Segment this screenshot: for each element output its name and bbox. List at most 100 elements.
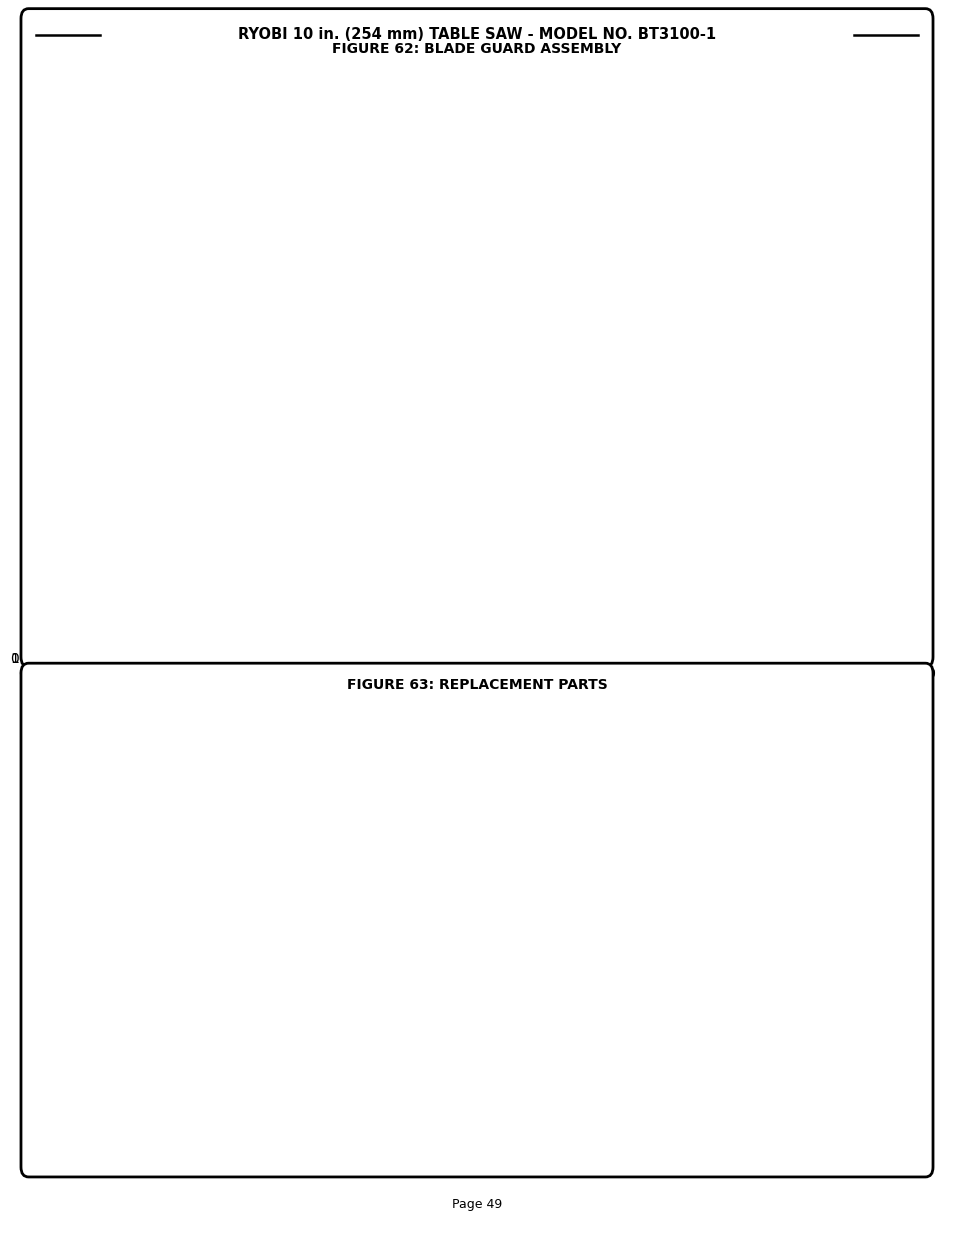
- Text: 1: 1: [881, 1107, 888, 1120]
- Text: Key: Key: [495, 551, 520, 563]
- Text: 1: 1: [881, 622, 888, 636]
- Text: 3: 3: [60, 587, 69, 599]
- Text: Spacer Cap .................................................: Spacer Cap .............................…: [100, 587, 372, 599]
- Text: 5: 5: [553, 144, 561, 158]
- Text: Arm ..........................................................: Arm ....................................…: [539, 550, 801, 562]
- Text: 1: 1: [424, 1107, 432, 1120]
- Text: 1: 1: [307, 489, 314, 503]
- Text: 4: 4: [60, 605, 69, 618]
- Text: 12: 12: [701, 147, 718, 161]
- Text: Screw and Washer .......................................: Screw and Washer .......................…: [100, 550, 376, 562]
- Text: 8: 8: [499, 568, 507, 580]
- Text: 5: 5: [217, 268, 225, 282]
- Text: 505: 505: [456, 793, 479, 805]
- Text: Dowel Pin...................................................: Dowel Pin...............................…: [539, 587, 804, 599]
- Text: No.: No.: [495, 583, 518, 597]
- Text: Description: Description: [127, 1013, 207, 1026]
- Text: 1/8 in. Hex Key .........................................: 1/8 in. Hex Key ........................…: [100, 1082, 362, 1094]
- Text: Key: Key: [55, 551, 81, 563]
- Text: 2: 2: [446, 314, 454, 326]
- Text: Description: Description: [566, 567, 646, 580]
- Text: Small Wrench ............................................: Small Wrench ...........................…: [539, 1082, 805, 1094]
- Text: 1: 1: [60, 550, 69, 562]
- Bar: [476, 80, 530, 106]
- Text: Warning Label .............................................: Warning Label ..........................…: [539, 622, 812, 636]
- Text: 3/32 in. Hex Key .......................................: 3/32 in. Hex Key .......................…: [100, 1056, 362, 1070]
- Text: Push Nut .....................................................: Push Nut ...............................…: [100, 622, 372, 636]
- Text: Hand Warning Label .....................................: Hand Warning Label .....................…: [539, 641, 818, 655]
- Text: FIGURE 63: REPLACEMENT PARTS: FIGURE 63: REPLACEMENT PARTS: [346, 678, 607, 693]
- Text: 3/16 in. Hex Key .......................................: 3/16 in. Hex Key .......................…: [100, 1131, 362, 1145]
- Text: 6: 6: [60, 641, 69, 655]
- Text: 1: 1: [881, 1082, 888, 1094]
- Circle shape: [220, 256, 231, 261]
- Text: 1: 1: [881, 568, 888, 580]
- Text: FIGURE 62: BLADE GUARD ASSEMBLY: FIGURE 62: BLADE GUARD ASSEMBLY: [332, 42, 621, 57]
- Text: 8: 8: [244, 157, 252, 169]
- Text: +: +: [580, 287, 588, 296]
- Text: 1: 1: [473, 356, 480, 369]
- Text: 9: 9: [612, 152, 619, 164]
- Text: Torsion Spring .............................................: Torsion Spring .........................…: [100, 605, 373, 618]
- Text: 2: 2: [239, 322, 248, 336]
- Text: 3: 3: [289, 304, 296, 317]
- Polygon shape: [364, 689, 409, 906]
- Text: 505: 505: [492, 1082, 516, 1094]
- Text: No.: No.: [55, 583, 79, 597]
- Text: 1: 1: [424, 1131, 432, 1145]
- Text: 5: 5: [396, 211, 404, 225]
- Text: No.: No.: [55, 1026, 79, 1039]
- Text: 2: 2: [424, 550, 432, 562]
- Text: 1: 1: [881, 641, 888, 655]
- Text: 11: 11: [504, 88, 520, 100]
- Text: 5/32 in. Hex Key .......................................: 5/32 in. Hex Key .......................…: [100, 1107, 362, 1120]
- Text: 2: 2: [60, 568, 69, 580]
- Text: 503: 503: [290, 840, 314, 852]
- Text: 504: 504: [339, 710, 363, 724]
- Text: Quan.: Quan.: [390, 1013, 432, 1026]
- Text: 502: 502: [282, 793, 306, 805]
- Text: Riving Knife Assembly ..................................: Riving Knife Assembly ..................…: [539, 605, 818, 618]
- Circle shape: [414, 888, 446, 899]
- Text: Key: Key: [495, 999, 520, 1013]
- Text: 4: 4: [424, 622, 432, 636]
- Text: 502: 502: [52, 1107, 76, 1120]
- Text: 500: 500: [218, 698, 242, 711]
- Text: RYOBI 10 in. (254 mm) TABLE SAW - MODEL NO. BT3100-1: RYOBI 10 in. (254 mm) TABLE SAW - MODEL …: [237, 27, 716, 42]
- Text: No.: No.: [495, 1026, 518, 1039]
- Text: 506: 506: [887, 693, 911, 706]
- Text: 10: 10: [285, 437, 301, 450]
- Circle shape: [364, 236, 375, 242]
- Text: 5: 5: [481, 214, 490, 226]
- Text: Key: Key: [55, 999, 81, 1013]
- Text: 1: 1: [881, 587, 888, 599]
- Text: 504: 504: [492, 1056, 516, 1070]
- Text: 1: 1: [424, 605, 432, 618]
- Circle shape: [414, 699, 446, 710]
- Text: Description: Description: [566, 1013, 646, 1026]
- Circle shape: [378, 890, 395, 897]
- Text: Page 49: Page 49: [452, 1198, 501, 1210]
- Text: 1: 1: [881, 550, 888, 562]
- Text: Cover ........................................................: Cover ..................................…: [539, 568, 803, 580]
- Text: 1: 1: [881, 1056, 888, 1070]
- Text: Quan.: Quan.: [390, 567, 432, 580]
- Text: Large Wrench ............................................: Large Wrench ...........................…: [539, 1056, 805, 1070]
- Circle shape: [367, 694, 407, 708]
- Text: 1: 1: [424, 1056, 432, 1070]
- Text: 503: 503: [52, 1131, 76, 1145]
- Text: 3: 3: [383, 399, 391, 412]
- Text: 506: 506: [492, 1107, 516, 1120]
- Text: Description: Description: [127, 567, 207, 580]
- Circle shape: [367, 887, 407, 900]
- Text: 6: 6: [220, 224, 228, 236]
- Text: Saw Blade ..................................................: Saw Blade ..............................…: [539, 1107, 808, 1120]
- Polygon shape: [414, 692, 446, 899]
- Text: 500: 500: [52, 1056, 76, 1070]
- Circle shape: [378, 698, 395, 704]
- Text: Dowel Pin....................................................: Dowel Pin...............................…: [100, 641, 370, 655]
- Text: 5: 5: [60, 622, 69, 636]
- Text: 10: 10: [496, 605, 512, 618]
- Text: 4: 4: [360, 278, 369, 290]
- Text: 9: 9: [499, 587, 507, 599]
